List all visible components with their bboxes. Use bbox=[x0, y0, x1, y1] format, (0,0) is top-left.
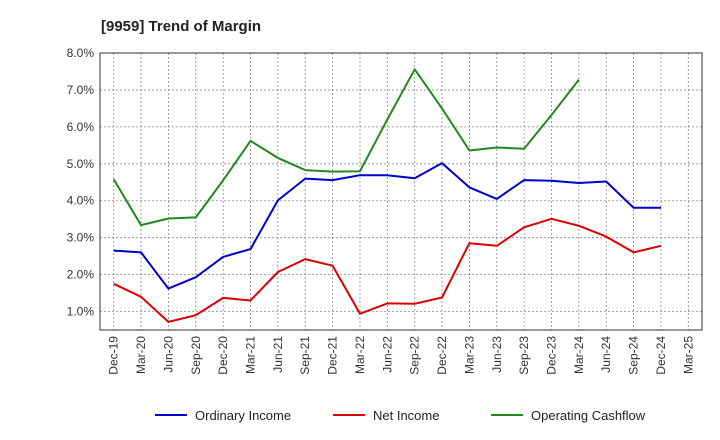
x-tick-label: Sep-22 bbox=[408, 336, 422, 375]
x-tick-label: Sep-24 bbox=[627, 336, 641, 375]
x-tick-label: Sep-21 bbox=[298, 336, 312, 375]
plot-frame bbox=[99, 52, 703, 331]
x-tick-label: Mar-21 bbox=[244, 336, 258, 374]
y-tick-label: 4.0% bbox=[67, 194, 95, 208]
y-tick-label: 5.0% bbox=[67, 157, 95, 171]
x-tick-label: Jun-23 bbox=[490, 336, 504, 373]
x-tick-label: Mar-25 bbox=[681, 336, 695, 374]
legend-label: Ordinary Income bbox=[195, 408, 291, 423]
x-tick-label: Jun-20 bbox=[161, 336, 175, 373]
x-tick-label: Sep-20 bbox=[189, 336, 203, 375]
x-tick-label: Jun-22 bbox=[380, 336, 394, 373]
legend: Ordinary Income Net Income Operating Cashf… bbox=[155, 408, 646, 423]
x-tick-label: Jun-21 bbox=[271, 336, 285, 373]
x-axis-ticks: Dec-19 Mar-20 Jun-20 Sep-20 Dec-20 Mar-21 Jun-… bbox=[107, 336, 696, 375]
series-line-ordinary-income bbox=[113, 162, 661, 290]
y-tick-label: 8.0% bbox=[67, 46, 95, 60]
x-tick-label: Dec-19 bbox=[107, 336, 121, 375]
x-tick-label: Dec-22 bbox=[435, 336, 449, 375]
x-tick-label: Mar-22 bbox=[353, 336, 367, 374]
y-axis-ticks: 1.0% 2.0% 3.0% 4.0% 5.0% 6.0% 7.0% 8.0% bbox=[67, 46, 95, 319]
x-tick-label: Dec-23 bbox=[545, 336, 559, 375]
y-tick-label: 3.0% bbox=[67, 231, 95, 245]
legend-label: Net Income bbox=[373, 408, 439, 423]
x-tick-label: Dec-24 bbox=[654, 336, 668, 375]
chart-title: [9959] Trend of Margin bbox=[101, 18, 261, 35]
y-tick-label: 7.0% bbox=[67, 83, 95, 97]
x-tick-label: Sep-23 bbox=[517, 336, 531, 375]
legend-label: Operating Cashflow bbox=[531, 408, 646, 423]
x-tick-label: Mar-24 bbox=[572, 336, 586, 374]
series-line-operating-cashflow bbox=[112, 68, 580, 227]
series-line-net-income bbox=[113, 217, 662, 323]
y-tick-label: 2.0% bbox=[67, 268, 95, 282]
x-tick-label: Mar-20 bbox=[134, 336, 148, 374]
x-tick-label: Mar-23 bbox=[462, 336, 476, 374]
series-lines bbox=[112, 68, 662, 323]
x-tick-label: Dec-21 bbox=[326, 336, 340, 375]
y-tick-label: 6.0% bbox=[67, 120, 95, 134]
x-tick-label: Dec-20 bbox=[216, 336, 230, 375]
x-tick-label: Jun-24 bbox=[599, 336, 613, 373]
y-tick-label: 1.0% bbox=[67, 305, 95, 319]
